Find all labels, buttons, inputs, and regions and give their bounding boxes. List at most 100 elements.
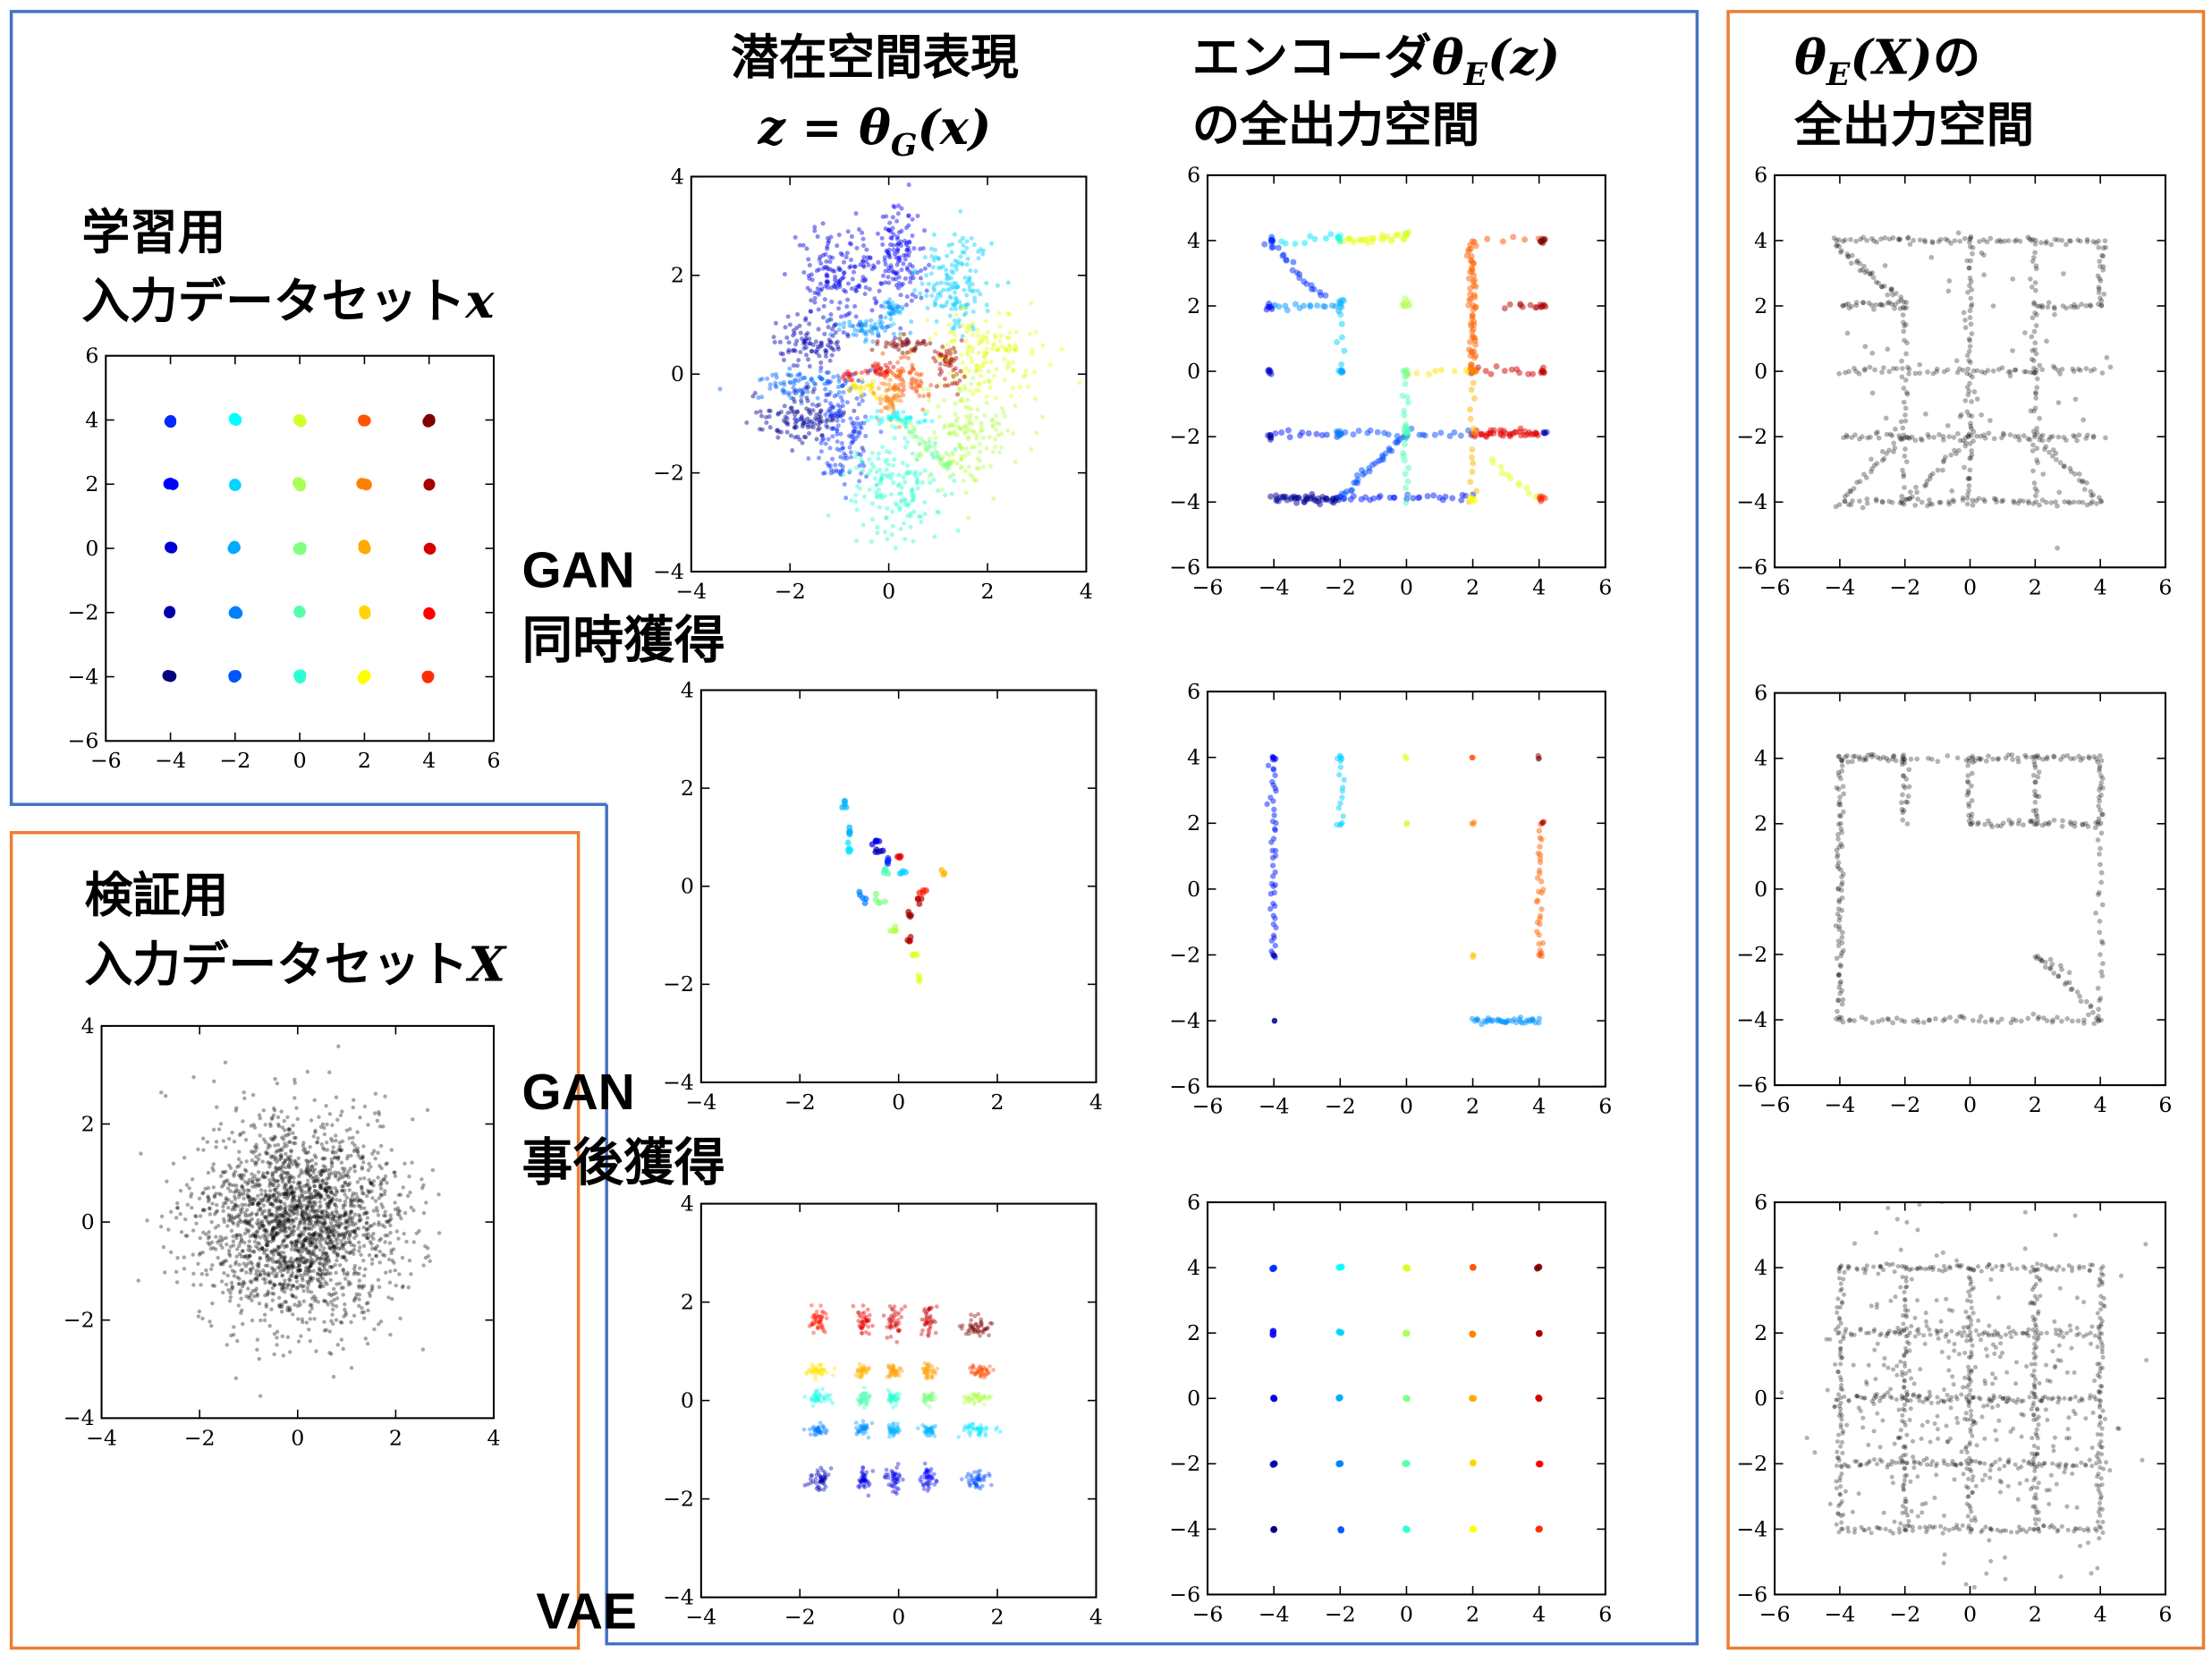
data-point (318, 1200, 322, 1204)
data-point (896, 507, 902, 513)
data-point (823, 386, 828, 392)
data-point (356, 1226, 361, 1231)
data-point (303, 1226, 308, 1230)
data-point (271, 1203, 275, 1209)
data-point (967, 279, 972, 284)
data-point (855, 484, 860, 489)
data-point (812, 295, 818, 301)
data-point (309, 1260, 315, 1265)
data-point (1873, 301, 1879, 308)
data-point (756, 395, 761, 401)
data-point (259, 1192, 264, 1197)
data-point (859, 390, 864, 395)
data-point (331, 1243, 335, 1248)
data-point (845, 297, 851, 302)
data-point (2043, 241, 2049, 246)
data-point (333, 1185, 337, 1191)
data-point (869, 414, 874, 420)
data-point (901, 393, 906, 398)
data-point (292, 1158, 297, 1164)
data-point (430, 1167, 436, 1173)
data-point (841, 383, 846, 388)
data-point (269, 1251, 274, 1255)
data-point (178, 1188, 183, 1193)
data-point (322, 1264, 326, 1268)
data-point (899, 490, 904, 496)
data-point (793, 391, 799, 396)
data-point (247, 1219, 251, 1225)
data-point (358, 539, 370, 552)
data-point (833, 462, 838, 468)
data-point (956, 320, 962, 326)
data-point (842, 371, 847, 377)
data-point (907, 262, 912, 267)
data-point (980, 334, 986, 339)
data-point (281, 1214, 285, 1218)
data-point (233, 1376, 239, 1380)
data-point (348, 1281, 352, 1286)
data-point (309, 1240, 313, 1244)
data-point (824, 423, 829, 428)
data-point (237, 1132, 242, 1138)
data-point (239, 1236, 244, 1242)
data-point (887, 242, 894, 247)
data-point (308, 1277, 312, 1282)
data-point (874, 367, 879, 372)
data-point (835, 411, 840, 416)
data-point (1489, 459, 1496, 466)
data-point (1886, 236, 1893, 242)
data-point (963, 305, 969, 310)
data-point (268, 1279, 273, 1284)
data-point (1018, 385, 1023, 390)
data-point (773, 320, 778, 326)
data-point (352, 1198, 357, 1203)
data-point (1967, 344, 1973, 349)
data-point (796, 417, 801, 422)
data-point (836, 327, 842, 333)
data-point (241, 1321, 245, 1327)
data-point (301, 1216, 306, 1220)
data-point (822, 381, 827, 386)
data-point (343, 1210, 348, 1216)
data-point (270, 1298, 275, 1302)
data-point (283, 1171, 288, 1175)
data-point (342, 1236, 346, 1241)
data-point (914, 479, 920, 485)
data-point (211, 1127, 216, 1132)
data-point (945, 322, 952, 327)
data-point (349, 1365, 354, 1370)
data-point (910, 365, 915, 370)
data-point (263, 1293, 267, 1298)
data-point (773, 383, 778, 388)
data-point (326, 1242, 331, 1247)
data-point (343, 1199, 348, 1204)
data-point (853, 386, 859, 391)
data-point (946, 465, 952, 471)
data-point (365, 1216, 370, 1220)
data-point (251, 1150, 256, 1155)
data-point (1964, 258, 1970, 264)
data-point (906, 355, 911, 360)
data-point (364, 1220, 369, 1226)
data-point (923, 447, 928, 453)
data-point (915, 480, 920, 486)
data-point (874, 490, 879, 496)
data-point (283, 1158, 288, 1164)
data-point (1468, 348, 1475, 355)
data-point (826, 380, 832, 386)
data-point (993, 335, 998, 340)
data-point (898, 243, 904, 249)
data-point (1386, 445, 1393, 452)
data-point (270, 1172, 275, 1177)
data-point (275, 1199, 279, 1204)
data-point (889, 397, 894, 403)
data-point (853, 211, 859, 216)
data-point (809, 298, 814, 303)
data-point (851, 372, 856, 377)
data-point (277, 1282, 282, 1286)
data-point (903, 420, 909, 425)
data-point (329, 1211, 334, 1217)
data-point (877, 319, 882, 325)
data-point (362, 1176, 367, 1181)
data-point (239, 1296, 243, 1301)
